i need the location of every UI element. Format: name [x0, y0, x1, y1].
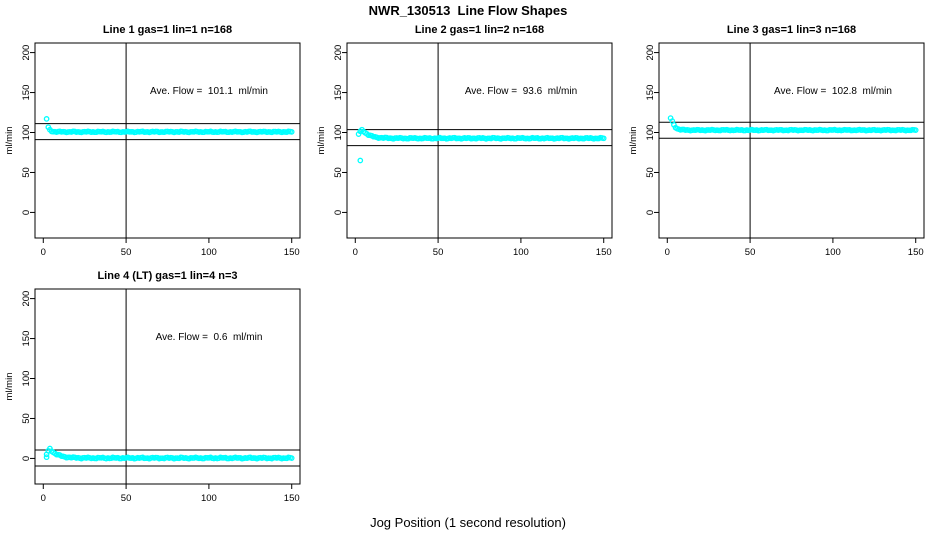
y-tick-label: 100 [333, 125, 344, 141]
x-tick-label: 0 [41, 247, 46, 258]
x-axis: 0 50 100 150 [353, 238, 612, 258]
x-tick-label: 0 [41, 493, 46, 504]
plot-box [34, 42, 301, 239]
y-tick-label: 100 [21, 371, 32, 387]
y-tick-label: 50 [645, 167, 656, 178]
y-axis-label: ml/min [628, 127, 639, 155]
x-axis: 0 50 100 150 [665, 238, 924, 258]
y-tick-label: 150 [333, 85, 344, 101]
plot-area-line-1: 0 50 100 150 0 50 100 150 200 ml/min [4, 42, 301, 258]
ave-flow-annotation-line-1: Ave. Flow = 101.1 ml/min [150, 86, 268, 97]
x-tick-label: 150 [284, 493, 300, 504]
subplot-title-line-2: Line 2 gas=1 lin=2 n=168 [414, 24, 545, 36]
plot-box [346, 42, 613, 239]
y-tick-label: 50 [333, 167, 344, 178]
plot-box [658, 42, 925, 239]
figure-title: NWR_130513 Line Flow Shapes [368, 3, 568, 18]
y-axis: 0 50 100 150 200 ml/min [4, 291, 35, 461]
y-tick-label: 100 [21, 125, 32, 141]
plot-box [34, 288, 301, 485]
data-points [355, 126, 607, 164]
plot-area-line-2: 0 50 100 150 0 50 100 150 200 ml/min [316, 42, 613, 258]
y-axis: 0 50 100 150 200 ml/min [4, 45, 35, 215]
subplot-line-2: 0 50 100 150 0 50 100 150 200 ml/min Line 2 gas=1… [312, 22, 624, 268]
reference-lines [659, 43, 924, 238]
subplot-line-4: 0 50 100 150 0 50 100 150 200 ml/min Line 4 (LT) … [0, 268, 312, 514]
y-axis-label: ml/min [316, 127, 327, 155]
subplot-line-1: 0 50 100 150 0 50 100 150 200 ml/min Line 1 gas=1… [0, 22, 312, 268]
x-tick-label: 100 [513, 247, 529, 258]
y-axis-label: ml/min [4, 373, 15, 401]
y-tick-label: 100 [645, 125, 656, 141]
plot-area-line-4: 0 50 100 150 0 50 100 150 200 ml/min [4, 288, 301, 504]
y-tick-label: 50 [21, 413, 32, 424]
x-tick-label: 0 [353, 247, 358, 258]
subplot-line-3: 0 50 100 150 0 50 100 150 200 ml/min Line 3 gas=1… [624, 22, 936, 268]
ave-flow-annotation-line-3: Ave. Flow = 102.8 ml/min [774, 86, 892, 97]
x-tick-label: 150 [908, 247, 924, 258]
y-tick-label: 200 [21, 45, 32, 61]
y-tick-label: 150 [21, 85, 32, 101]
x-tick-label: 50 [121, 247, 132, 258]
x-tick-label: 150 [596, 247, 612, 258]
y-tick-label: 0 [21, 210, 32, 215]
plot-area-line-3: 0 50 100 150 0 50 100 150 200 ml/min [628, 42, 925, 258]
data-points [43, 116, 295, 136]
y-axis-label: ml/min [4, 127, 15, 155]
x-axis: 0 50 100 150 [41, 238, 300, 258]
y-axis: 0 50 100 150 200 ml/min [628, 45, 659, 215]
y-tick-label: 200 [333, 45, 344, 61]
x-axis-outer-label: Jog Position (1 second resolution) [370, 515, 566, 530]
x-tick-label: 50 [121, 493, 132, 504]
y-tick-label: 50 [21, 167, 32, 178]
y-axis: 0 50 100 150 200 ml/min [316, 45, 347, 215]
reference-lines [35, 43, 300, 238]
x-tick-label: 100 [201, 493, 217, 504]
subplot-title-line-1: Line 1 gas=1 lin=1 n=168 [102, 24, 233, 36]
y-tick-label: 0 [645, 210, 656, 215]
x-axis: 0 50 100 150 [41, 484, 300, 504]
x-tick-label: 50 [745, 247, 756, 258]
x-tick-label: 0 [665, 247, 670, 258]
ave-flow-annotation-line-2: Ave. Flow = 93.6 ml/min [464, 86, 578, 97]
y-tick-label: 200 [645, 45, 656, 61]
x-tick-label: 100 [825, 247, 841, 258]
data-points [667, 115, 919, 134]
y-tick-label: 200 [21, 291, 32, 307]
y-tick-label: 0 [21, 456, 32, 461]
subplot-title-line-3: Line 3 gas=1 lin=3 n=168 [726, 24, 857, 36]
y-tick-label: 150 [645, 85, 656, 101]
reference-lines [35, 289, 300, 484]
ave-flow-annotation-line-4: Ave. Flow = 0.6 ml/min [155, 332, 263, 343]
x-tick-label: 150 [284, 247, 300, 258]
x-tick-label: 50 [433, 247, 444, 258]
y-tick-label: 150 [21, 331, 32, 347]
y-tick-label: 0 [333, 210, 344, 215]
subplot-title-line-4: Line 4 (LT) gas=1 lin=4 n=3 [97, 270, 238, 282]
x-tick-label: 100 [201, 247, 217, 258]
data-points [43, 445, 295, 462]
